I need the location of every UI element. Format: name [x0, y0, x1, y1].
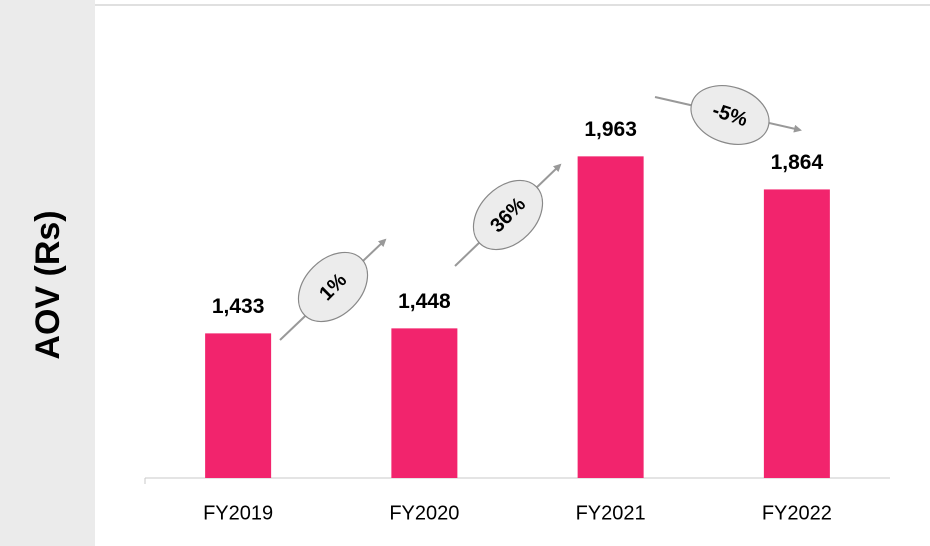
x-tick-label: FY2022	[762, 502, 832, 524]
growth-ellipse	[690, 85, 770, 145]
growth-badge: 1%	[297, 251, 369, 323]
bar	[205, 333, 272, 478]
growth-badge: -5%	[690, 85, 770, 145]
x-tick-label: FY2020	[389, 502, 459, 524]
growth-ellipse	[297, 251, 369, 323]
axis-panel	[0, 0, 95, 546]
data-label: 1,433	[212, 295, 265, 318]
bar	[391, 328, 458, 478]
growth-ellipse	[472, 179, 544, 251]
y-axis-label: AOV (Rs)	[29, 210, 67, 359]
x-tick-label: FY2019	[203, 502, 273, 524]
data-label: 1,864	[771, 151, 824, 174]
bar	[577, 156, 644, 478]
data-label: 1,448	[398, 290, 451, 313]
growth-badge: 36%	[472, 179, 544, 251]
x-tick-label: FY2021	[576, 502, 646, 524]
data-label: 1,963	[584, 118, 637, 141]
bar	[763, 189, 830, 478]
